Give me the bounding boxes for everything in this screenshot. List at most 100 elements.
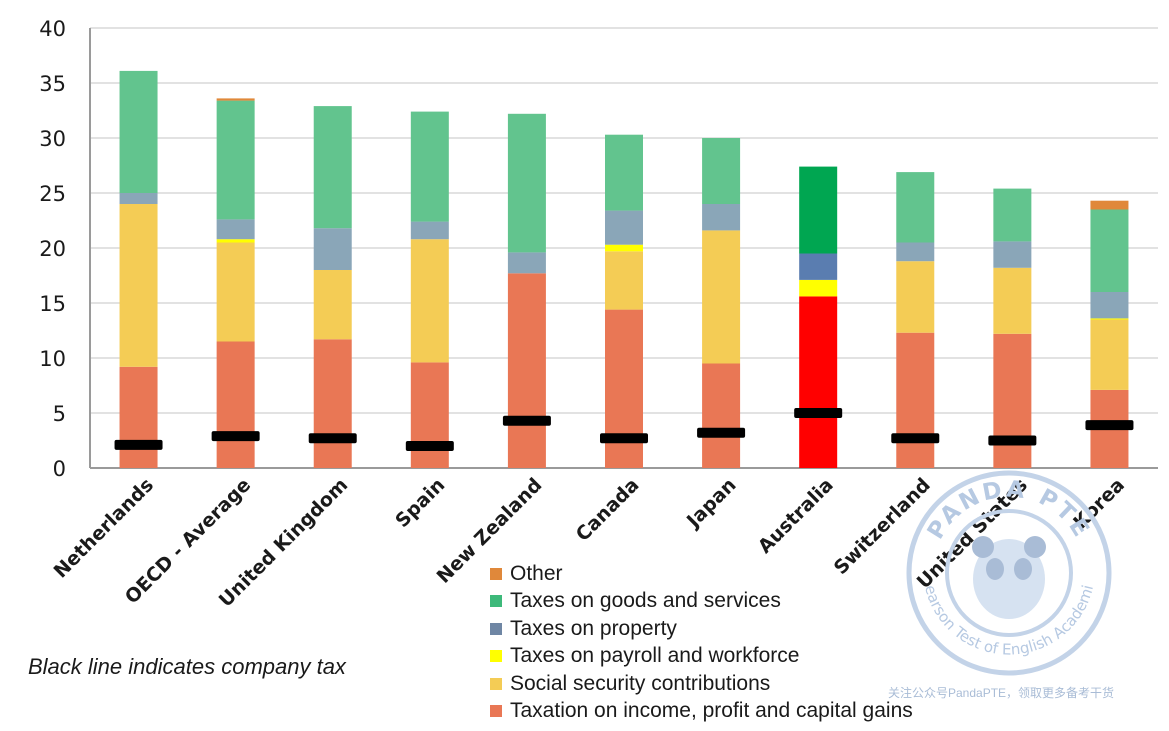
x-tick-label: Korea — [1069, 474, 1129, 534]
y-tick-label: 5 — [53, 402, 66, 426]
legend-label: Social security contributions — [510, 671, 771, 695]
bar-segment — [896, 242, 935, 262]
bar-stack — [119, 70, 158, 468]
bar-segment — [119, 70, 158, 193]
bar-segment — [993, 333, 1032, 468]
bar-segment — [702, 363, 741, 468]
legend-item: Social security contributions — [490, 670, 913, 698]
bar-stack — [896, 172, 935, 468]
company-tax-marker — [600, 433, 648, 444]
legend-item: Other — [490, 560, 913, 588]
company-tax-marker — [502, 415, 551, 426]
legend-item: Taxes on property — [490, 615, 913, 643]
legend-swatch — [490, 677, 502, 690]
bars — [119, 70, 1129, 468]
bar-stack — [313, 106, 352, 468]
bar-stack — [216, 98, 255, 468]
bar-segment — [1090, 209, 1129, 292]
bar-stack — [993, 188, 1032, 468]
bar-segment — [993, 188, 1032, 242]
bar-segment — [993, 241, 1032, 268]
bar-segment — [702, 138, 741, 204]
bar-segment — [313, 228, 352, 270]
bar-segment — [216, 98, 255, 101]
bar-segment — [605, 210, 643, 245]
x-tick-label: Netherlands — [50, 474, 158, 582]
x-tick-label: Canada — [572, 474, 644, 546]
legend-item: Taxes on goods and services — [490, 588, 913, 616]
y-tick-label: 35 — [39, 72, 66, 96]
x-tick-label: Japan — [681, 474, 740, 533]
y-tick-label: 15 — [39, 292, 66, 316]
bar-stack — [702, 138, 741, 468]
bar-segment — [216, 239, 255, 243]
watermark-footer: 关注公众号PandaPTE，领取更多备考干货 — [888, 686, 1115, 700]
bar-segment — [507, 113, 546, 253]
bar-segment — [216, 242, 255, 342]
legend-swatch — [490, 595, 502, 608]
x-tick-label: Spain — [391, 474, 449, 532]
bar-segment — [605, 309, 643, 468]
bar-segment — [799, 296, 838, 468]
company-tax-marker — [988, 435, 1037, 446]
bar-segment — [313, 270, 352, 340]
legend-label: Taxes on payroll and workforce — [510, 644, 800, 668]
legend-label: Taxes on property — [510, 616, 677, 640]
y-tick-label: 10 — [39, 347, 66, 371]
company-tax-marker — [211, 431, 260, 442]
bar-segment — [1090, 318, 1129, 320]
bar-segment — [410, 239, 449, 363]
legend-label: Taxation on income, profit and capital g… — [510, 699, 913, 723]
bar-segment — [410, 111, 449, 222]
company-tax-marker — [114, 439, 163, 450]
bar-segment — [313, 339, 352, 468]
bar-segment — [216, 341, 255, 468]
bar-segment — [410, 221, 449, 240]
bar-segment — [1090, 292, 1129, 319]
bar-segment — [119, 366, 158, 468]
y-tick-label: 25 — [39, 182, 66, 206]
company-tax-marker — [891, 433, 940, 444]
bar-segment — [216, 100, 255, 220]
company-tax-markers — [114, 408, 1134, 451]
bar-segment — [702, 204, 741, 231]
y-tick-label: 40 — [39, 17, 66, 41]
bar-segment — [410, 362, 449, 468]
bar-stack — [507, 113, 546, 468]
bar-segment — [799, 253, 838, 280]
bar-segment — [313, 106, 352, 229]
y-tick-label: 30 — [39, 127, 66, 151]
company-tax-marker — [1085, 420, 1134, 431]
bar-segment — [1090, 200, 1129, 210]
bar-segment — [119, 204, 158, 367]
legend-item: Taxation on income, profit and capital g… — [490, 698, 913, 726]
company-tax-marker — [308, 433, 357, 444]
company-tax-marker — [794, 408, 843, 418]
y-axis: 0 5 10 15 20 25 30 35 40 — [39, 17, 91, 481]
legend-label: Other — [510, 561, 563, 585]
legend-swatch — [490, 622, 502, 635]
bar-segment — [507, 252, 546, 274]
y-tick-label: 20 — [39, 237, 66, 261]
legend-swatch — [490, 705, 502, 718]
company-tax-marker — [697, 427, 746, 438]
legend-item: Taxes on payroll and workforce — [490, 643, 913, 671]
bar-stack — [410, 111, 449, 468]
bar-stack — [605, 134, 643, 468]
bar-segment — [605, 244, 643, 252]
bar-segment — [799, 279, 838, 297]
bar-segment — [896, 332, 935, 468]
legend-swatch — [490, 567, 502, 580]
legend-swatch — [490, 650, 502, 663]
bar-segment — [702, 230, 741, 364]
bar-segment — [507, 273, 546, 468]
bar-segment — [799, 166, 838, 254]
company-tax-marker — [405, 441, 454, 451]
bar-segment — [605, 251, 643, 310]
bar-segment — [216, 219, 255, 240]
y-tick-label: 0 — [53, 457, 66, 481]
chart-note: Black line indicates company tax — [28, 654, 346, 679]
bar-segment — [605, 134, 643, 211]
bar-segment — [1090, 319, 1129, 390]
